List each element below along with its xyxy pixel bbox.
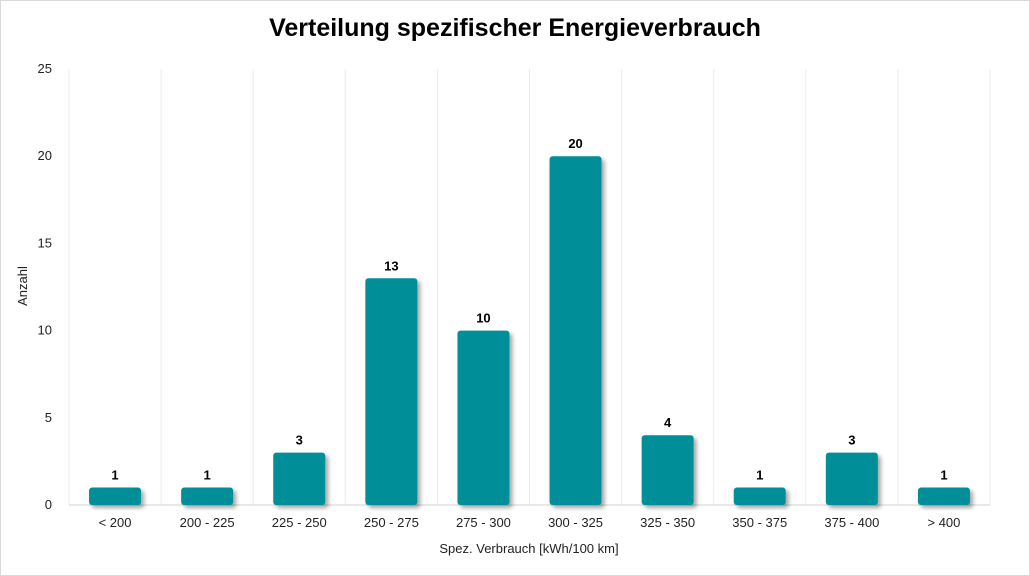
- bars: [89, 156, 970, 505]
- x-tick-label: 250 - 275: [364, 515, 419, 530]
- data-label: 20: [568, 136, 582, 151]
- x-axis-title: Spez. Verbrauch [kWh/100 km]: [439, 541, 618, 556]
- data-label: 13: [384, 258, 398, 273]
- y-tick-label: 0: [45, 497, 52, 512]
- data-label: 4: [664, 415, 672, 430]
- y-tick-label: 10: [38, 323, 52, 338]
- x-tick-label: 350 - 375: [732, 515, 787, 530]
- grid-lines: [68, 69, 991, 505]
- x-tick-label: 200 - 225: [180, 515, 235, 530]
- x-tick-label: 375 - 400: [824, 515, 879, 530]
- data-label: 1: [940, 468, 947, 483]
- y-tick-label: 15: [38, 235, 52, 250]
- data-label: 10: [476, 311, 490, 326]
- bar: [917, 487, 970, 505]
- bar: [273, 452, 326, 505]
- axes: 0 5 10 15 20 25: [38, 61, 990, 512]
- x-tick-label: < 200: [99, 515, 132, 530]
- data-label: 1: [204, 468, 211, 483]
- bar: [365, 278, 418, 505]
- x-tick-label: 325 - 350: [640, 515, 695, 530]
- chart-title: Verteilung spezifischer Energieverbrauch: [269, 14, 761, 42]
- y-axis-title: Anzahl: [15, 266, 30, 306]
- x-tick-label: 225 - 250: [272, 515, 327, 530]
- x-tick-label: > 400: [927, 515, 960, 530]
- bar: [181, 487, 234, 505]
- bar: [457, 330, 510, 505]
- data-label: 1: [111, 468, 118, 483]
- x-tick-label: 300 - 325: [548, 515, 603, 530]
- data-label: 1: [756, 468, 763, 483]
- x-tick-label: 275 - 300: [456, 515, 511, 530]
- y-tick-label: 25: [38, 61, 52, 76]
- bar: [89, 487, 142, 505]
- data-label: 3: [296, 433, 303, 448]
- y-tick-label: 5: [45, 410, 52, 425]
- bar: [641, 435, 694, 505]
- y-tick-label: 20: [38, 148, 52, 163]
- data-label: 3: [848, 433, 855, 448]
- bar: [825, 452, 878, 505]
- bar: [733, 487, 786, 505]
- bar: [549, 156, 602, 505]
